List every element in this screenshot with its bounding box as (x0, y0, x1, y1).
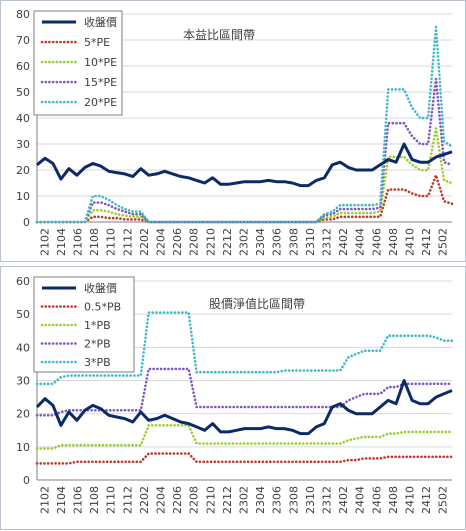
series-line-3 (35, 367, 454, 417)
chart-title: 本益比區間帶 (183, 28, 255, 42)
legend-label: 0.5*PB (84, 301, 121, 314)
y-tick-label: 10 (16, 441, 30, 454)
y-tick-label: 50 (16, 86, 30, 99)
x-tick-label: 2302 (238, 228, 251, 256)
x-tick-label: 2308 (287, 228, 300, 256)
x-tick-label: 2204 (155, 228, 168, 256)
legend-box (33, 10, 123, 116)
series-line-4 (35, 25, 454, 224)
x-tick-label: 2310 (304, 486, 317, 514)
y-tick-label: 30 (16, 138, 30, 151)
legend-label: 2*PB (84, 338, 111, 351)
x-tick-label: 2102 (38, 228, 51, 256)
y-tick-label: 20 (16, 164, 30, 177)
y-tick-label: 20 (16, 408, 30, 421)
x-tick-label: 2502 (437, 486, 450, 514)
x-tick-label: 2206 (171, 228, 184, 256)
x-tick-label: 2202 (138, 486, 151, 514)
pb-band-chart: 0 10 20 30 40 50 60 2102 2104 2106 2108 2110 2112 220… (0, 266, 466, 530)
x-tick-label: 2404 (354, 486, 367, 514)
x-tick-label: 2106 (72, 486, 85, 514)
x-tick-label: 2104 (55, 228, 68, 256)
legend-label: 5*PE (84, 36, 110, 49)
y-tick-label: 40 (16, 112, 30, 125)
x-tick-label: 2304 (254, 486, 267, 514)
x-tick-label: 2206 (171, 486, 184, 514)
x-tick-label: 2408 (387, 486, 400, 514)
y-tick-label: 70 (16, 34, 30, 47)
legend-label: 收盤價 (84, 281, 117, 295)
y-tick-label: 60 (16, 275, 30, 288)
x-tick-label: 2408 (387, 228, 400, 256)
legend-label: 20*PE (84, 96, 117, 109)
x-tick-label: 2102 (38, 486, 51, 514)
y-tick-label: 50 (16, 308, 30, 321)
x-tick-label: 2306 (271, 486, 284, 514)
x-tick-label: 2110 (105, 486, 118, 514)
x-tick-label: 2306 (271, 228, 284, 256)
x-tick-label: 2406 (370, 486, 383, 514)
x-tick-label: 2112 (121, 486, 134, 514)
series-line-2 (35, 127, 454, 224)
x-tick-label: 2302 (238, 486, 251, 514)
x-tick-label: 2204 (155, 486, 168, 514)
chart-title: 股價淨值比區間帶 (209, 296, 305, 311)
y-tick-label: 0 (23, 474, 30, 487)
x-tick-label: 2404 (354, 228, 367, 256)
series-line-2 (35, 424, 454, 450)
series-line-4 (35, 311, 454, 386)
legend-label: 1*PB (84, 319, 111, 332)
x-tick-label: 2108 (88, 486, 101, 514)
x-tick-label: 2310 (304, 228, 317, 256)
x-tick-label: 2210 (204, 228, 217, 256)
x-tick-label: 2108 (88, 228, 101, 256)
x-tick-label: 2412 (420, 228, 433, 256)
x-tick-label: 2104 (55, 486, 68, 514)
y-tick-label: 0 (23, 216, 30, 229)
series-line-0 (35, 379, 453, 436)
x-tick-label: 2202 (138, 228, 151, 256)
x-tick-label: 2312 (321, 486, 334, 514)
legend-label: 收盤價 (84, 15, 117, 29)
x-tick-label: 2308 (287, 486, 300, 514)
series-line-0 (36, 142, 453, 188)
y-tick-label: 30 (16, 375, 30, 388)
x-tick-label: 2208 (188, 228, 201, 256)
x-tick-label: 2312 (321, 228, 334, 256)
x-tick-label: 2412 (420, 486, 433, 514)
y-tick-label: 60 (16, 60, 30, 73)
y-tick-label: 80 (16, 8, 30, 21)
x-tick-label: 2410 (404, 486, 417, 514)
x-tick-label: 2212 (221, 228, 234, 256)
legend-label: 15*PE (84, 76, 117, 89)
x-tick-label: 2410 (404, 228, 417, 256)
x-tick-label: 2402 (337, 486, 350, 514)
x-tick-label: 2502 (437, 228, 450, 256)
x-tick-label: 2212 (221, 486, 234, 514)
x-tick-label: 2406 (370, 228, 383, 256)
x-tick-label: 2112 (121, 228, 134, 256)
legend-label: 3*PB (84, 356, 111, 369)
x-tick-label: 2110 (105, 228, 118, 256)
x-tick-label: 2210 (204, 486, 217, 514)
pe-band-chart: 0 10 20 30 40 50 60 70 80 2102 2104 2106 2108 2110 211… (0, 0, 466, 262)
pe-band-chart-svg: 0 10 20 30 40 50 60 70 80 2102 2104 2106 2108 2110 211… (16, 8, 454, 256)
x-tick-label: 2304 (254, 228, 267, 256)
series-line-1 (35, 452, 454, 465)
x-tick-label: 2208 (188, 486, 201, 514)
x-tick-label: 2106 (72, 228, 85, 256)
y-tick-label: 40 (16, 341, 30, 354)
x-tick-label: 2402 (337, 228, 350, 256)
legend-label: 10*PE (84, 56, 117, 69)
y-tick-label: 10 (16, 190, 30, 203)
